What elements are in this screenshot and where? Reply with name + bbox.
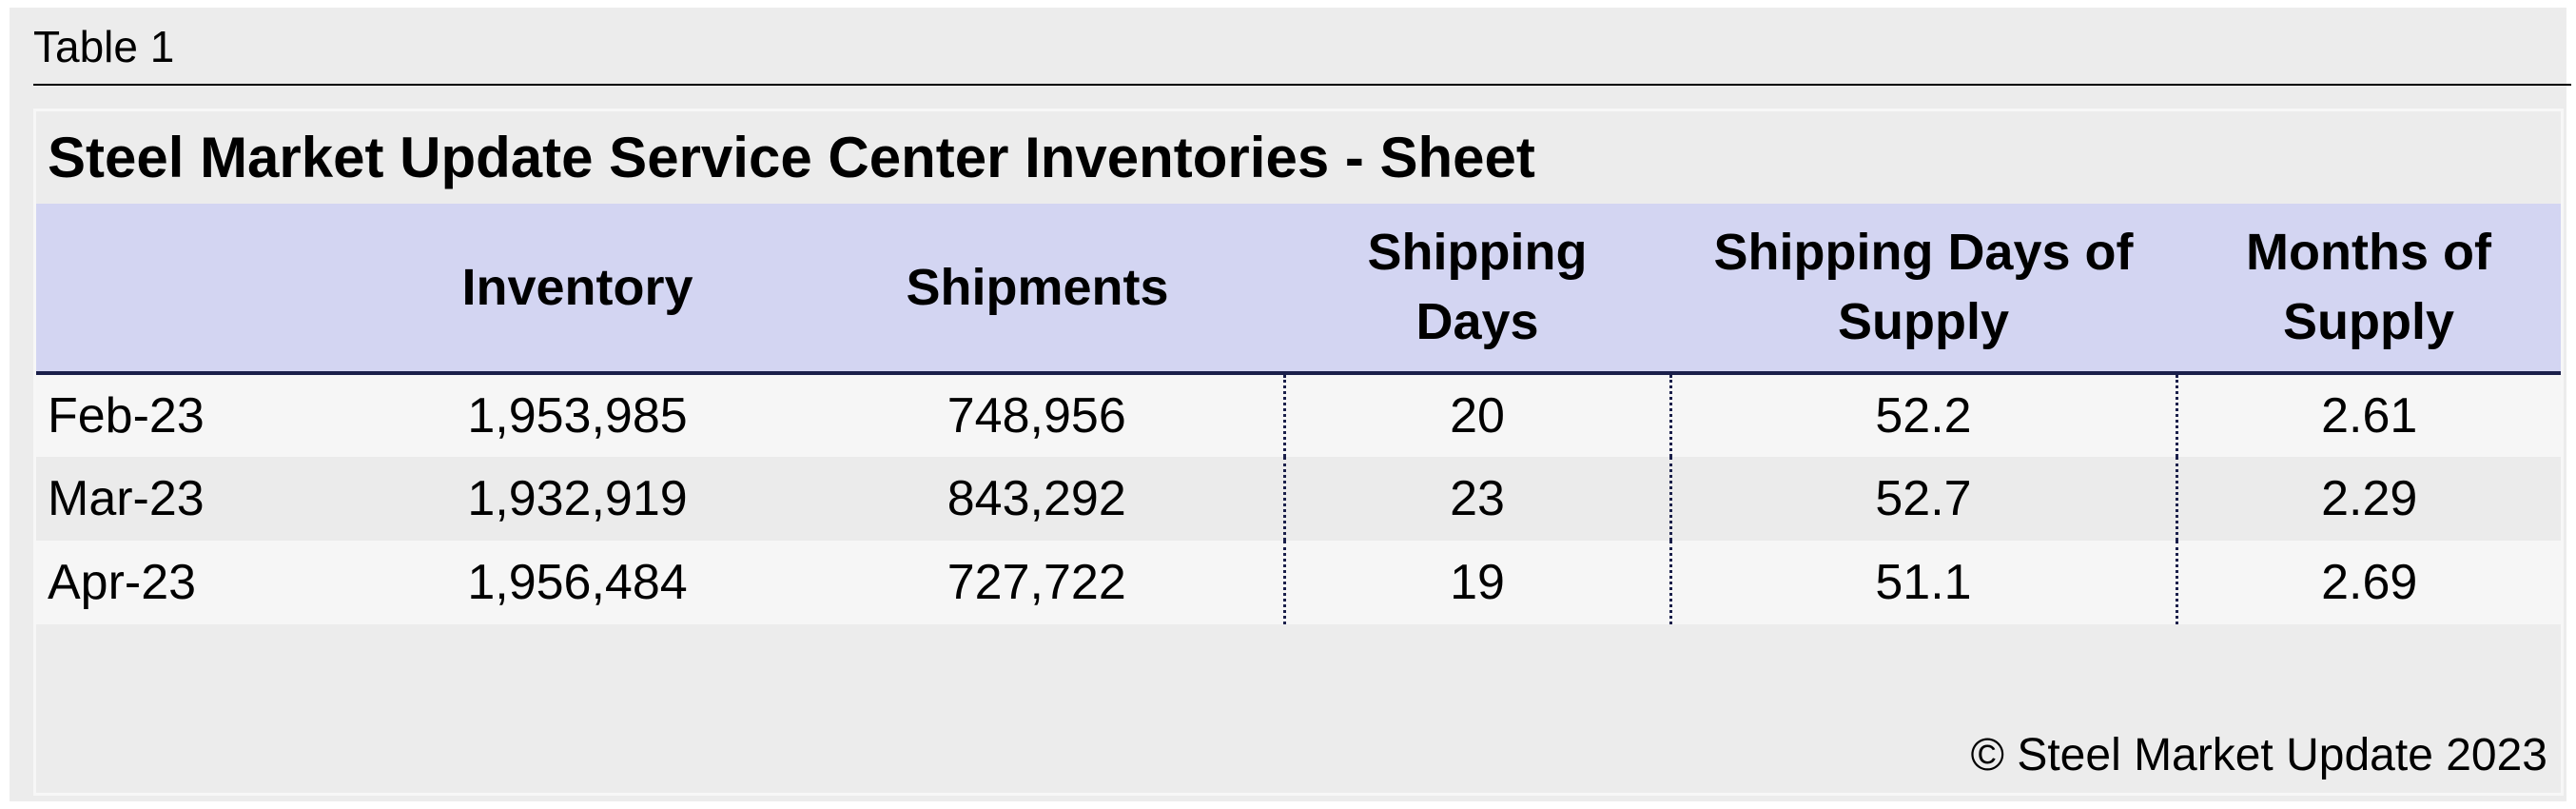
header-cell: Shipping Days	[1284, 204, 1670, 375]
cell: 19	[1282, 541, 1670, 624]
cell: 843,292	[946, 471, 1126, 526]
cell: 748,956	[946, 388, 1126, 444]
cell: 52.2	[1669, 373, 2176, 457]
cell: 52.7	[1669, 457, 2176, 541]
cell: 51.1	[1669, 541, 2176, 624]
table-row: Apr-23 1,956,484 727,722 19 51.1 2.69	[36, 541, 2561, 624]
cell: 1,956,484	[467, 555, 688, 610]
table-title: Steel Market Update Service Center Inven…	[48, 126, 1535, 189]
table-box: Steel Market Update Service Center Inven…	[33, 109, 2564, 796]
header-cell: Inventory	[364, 204, 790, 375]
cell: 727,722	[946, 555, 1126, 610]
cell: 2.69	[2175, 541, 2561, 624]
copyright: © Steel Market Update 2023	[1970, 730, 2547, 780]
data-table: Inventory Shipments Shipping Days Shipping …	[36, 204, 2561, 624]
row-label: Feb-23	[48, 388, 205, 444]
divider	[33, 84, 2571, 86]
cell: 20	[1282, 373, 1670, 457]
header-cell: Shipping Days of Supply	[1670, 204, 2176, 375]
cell: 1,932,919	[467, 471, 688, 526]
sheet: Table 1 Steel Market Update Service Cent…	[10, 8, 2571, 801]
header-cell	[36, 204, 364, 375]
header-row: Inventory Shipments Shipping Days Shipping …	[36, 204, 2561, 375]
header-cell: Months of Supply	[2176, 204, 2561, 375]
cell: 2.29	[2175, 457, 2561, 541]
table-head: Inventory Shipments Shipping Days Shipping …	[36, 204, 2561, 375]
table-row: Feb-23 1,953,985 748,956 20 52.2 2.61	[36, 373, 2561, 457]
table-row: Mar-23 1,932,919 843,292 23 52.7 2.29	[36, 457, 2561, 541]
cell: 23	[1282, 457, 1670, 541]
row-label: Apr-23	[48, 555, 197, 610]
table-body: Feb-23 1,953,985 748,956 20 52.2 2.61 Mar-23 1,…	[36, 373, 2561, 624]
cell: 1,953,985	[467, 388, 688, 444]
row-label: Mar-23	[48, 471, 205, 526]
header-cell: Shipments	[790, 204, 1284, 375]
table-label: Table 1	[33, 22, 175, 71]
cell: 2.61	[2175, 373, 2561, 457]
